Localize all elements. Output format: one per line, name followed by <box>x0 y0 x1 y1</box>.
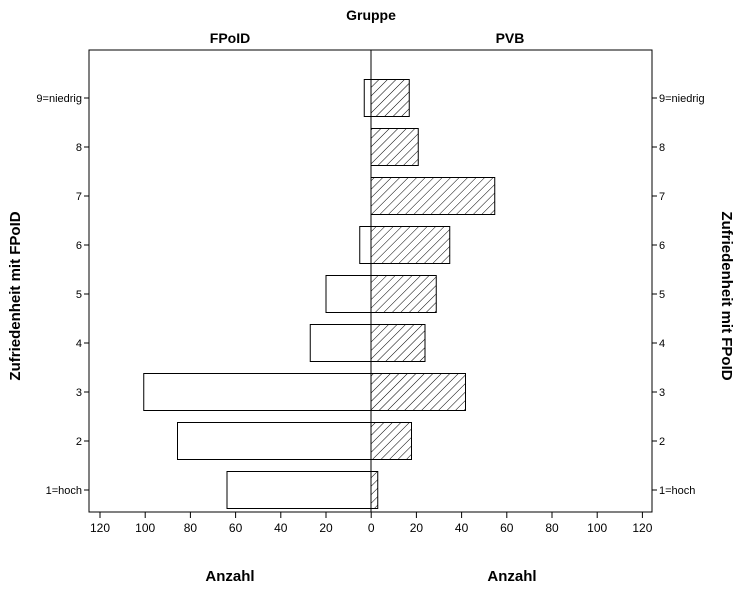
panel-label-right: PVB <box>496 30 525 46</box>
bar-pvb-4 <box>370 324 426 362</box>
y-tick-label-right: 2 <box>659 436 665 448</box>
bar-pvb-8 <box>370 128 419 166</box>
x-tick-label: 80 <box>184 521 198 535</box>
bar-pvb-9 <box>370 79 410 117</box>
x-tick-label: 100 <box>135 521 155 535</box>
x-tick-label: 40 <box>274 521 288 535</box>
bar-fpoid-6 <box>359 226 372 264</box>
bar-pvb-3 <box>370 373 466 411</box>
y-tick-label-right: 9=niedrig <box>659 93 705 105</box>
y-tick-label-right: 4 <box>659 338 665 350</box>
y-tick-label-right: 5 <box>659 289 665 301</box>
bar-fpoid-4 <box>309 324 372 362</box>
y-tick-label-left: 4 <box>76 338 82 350</box>
x-tick-label: 0 <box>368 521 375 535</box>
y-tick-label-left: 7 <box>76 191 82 203</box>
y-tick-label-right: 3 <box>659 387 665 399</box>
chart-title: Gruppe <box>346 7 396 23</box>
x-tick-label: 80 <box>545 521 559 535</box>
y-tick-label-right: 7 <box>659 191 665 203</box>
bar-pvb-6 <box>370 226 451 264</box>
y-tick-label-right: 8 <box>659 142 665 154</box>
y-axis-label-right: Zufriedenheit mit FPoID <box>718 211 735 380</box>
y-tick-label-left: 9=niedrig <box>36 93 82 105</box>
y-tick-label-left: 3 <box>76 387 82 399</box>
bar-pvb-5 <box>370 275 437 313</box>
x-ticks-group: 120 100 80 60 40 20 0 20 40 60 80 100 120 <box>90 512 653 535</box>
y-tick-label-left: 2 <box>76 436 82 448</box>
x-tick-label: 60 <box>500 521 514 535</box>
bars-group <box>143 79 496 509</box>
x-tick-label: 20 <box>319 521 333 535</box>
y-tick-label-left: 6 <box>76 240 82 252</box>
x-tick-label: 40 <box>455 521 469 535</box>
x-axis-label-left: Anzahl <box>205 568 254 585</box>
y-axis-label-left: Zufriedenheit mit FPoID <box>7 211 24 380</box>
bar-fpoid-2 <box>177 422 372 460</box>
x-tick-label: 120 <box>90 521 110 535</box>
panel-label-left: FPoID <box>210 30 250 46</box>
bar-pvb-2 <box>370 422 412 460</box>
bar-fpoid-9 <box>363 79 372 117</box>
bar-pvb-1 <box>370 471 379 509</box>
x-tick-label: 120 <box>632 521 652 535</box>
x-tick-label: 60 <box>229 521 243 535</box>
y-tick-label-left: 8 <box>76 142 82 154</box>
x-tick-label: 100 <box>587 521 607 535</box>
y-ticks-group: 1=hoch 1=hoch 2 2 3 3 4 4 5 5 6 6 7 7 8 8 9=niedrig 9=nie… <box>36 93 704 497</box>
x-axis-label-right: Anzahl <box>487 568 536 585</box>
y-tick-label-left: 5 <box>76 289 82 301</box>
bar-fpoid-5 <box>325 275 372 313</box>
y-tick-label-left: 1=hoch <box>46 485 82 497</box>
y-tick-label-right: 1=hoch <box>659 485 695 497</box>
bar-pvb-7 <box>370 177 496 215</box>
x-tick-label: 20 <box>410 521 424 535</box>
bar-fpoid-3 <box>143 373 372 411</box>
y-tick-label-right: 6 <box>659 240 665 252</box>
bar-fpoid-1 <box>226 471 372 509</box>
